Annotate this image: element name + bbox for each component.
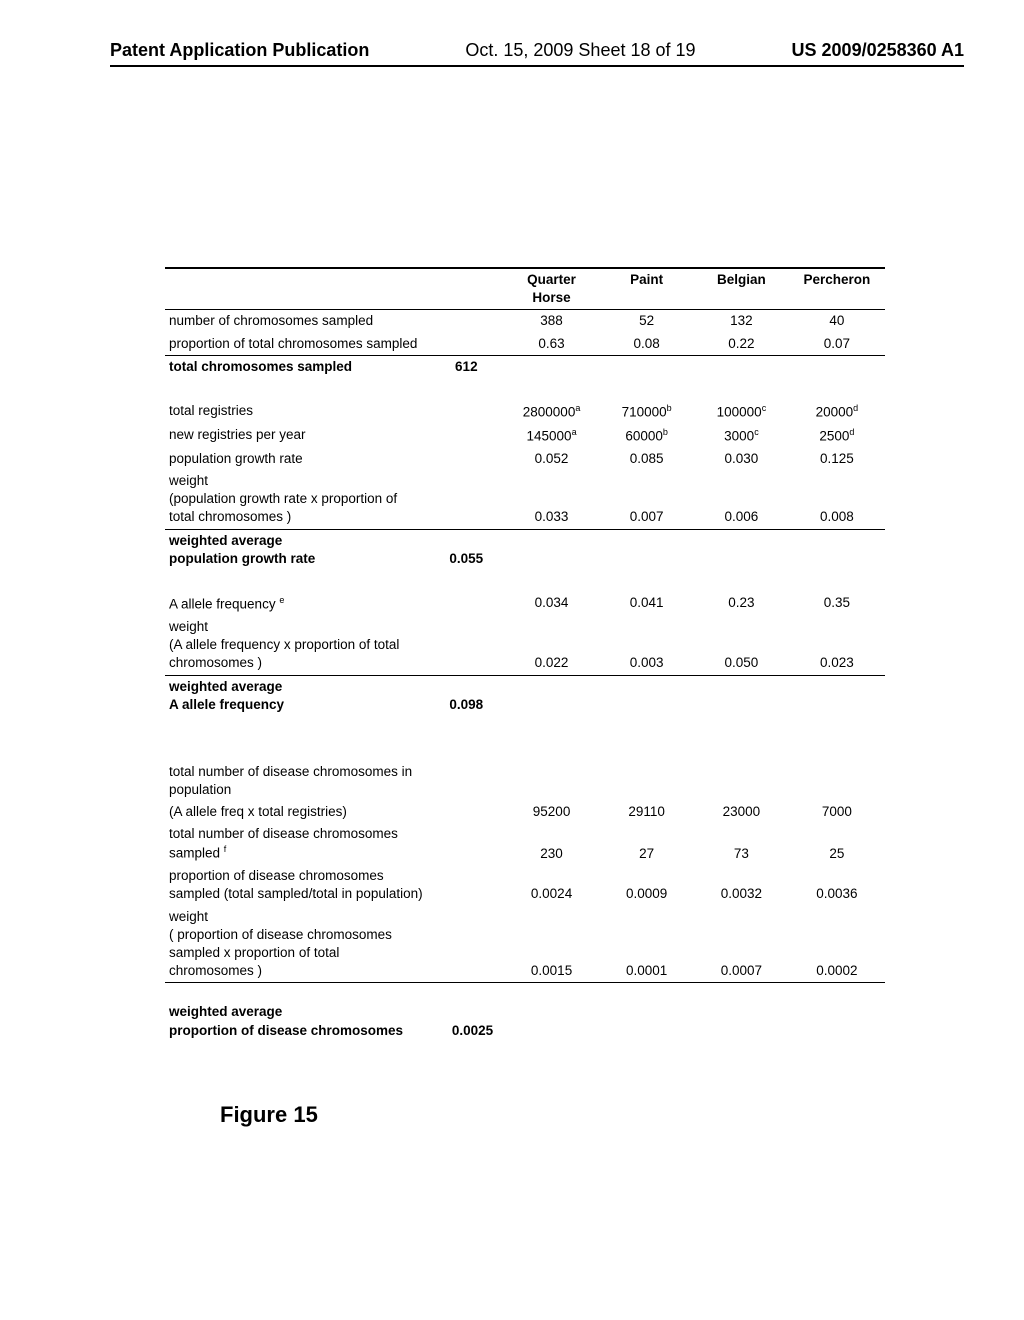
summary-table: weighted averageproportion of disease ch… bbox=[165, 1001, 885, 1041]
row-label: new registries per year bbox=[165, 424, 429, 448]
table-row: weighted averagepopulation growth rate 0… bbox=[165, 529, 885, 570]
row-label: A allele frequency e bbox=[165, 592, 429, 616]
table-row: (A allele freq x total registries) 95200… bbox=[165, 801, 885, 823]
row-label: total registries bbox=[165, 400, 429, 424]
data-table: Quarter Horse Paint Belgian Percheron nu… bbox=[165, 267, 885, 983]
row-label: total number of disease chromosomes samp… bbox=[165, 823, 429, 865]
row-label: total number of disease chromosomes in p… bbox=[165, 761, 429, 801]
row-label: weighted averageproportion of disease ch… bbox=[165, 1001, 434, 1041]
spacer-row bbox=[165, 716, 885, 738]
table-row: weight(A allele frequency x proportion o… bbox=[165, 616, 885, 675]
row-label: number of chromosomes sampled bbox=[165, 310, 429, 333]
col-belgian: Belgian bbox=[694, 268, 789, 310]
table-row: total registries 2800000a 710000b 100000… bbox=[165, 400, 885, 424]
header-mid: Oct. 15, 2009 Sheet 18 of 19 bbox=[465, 40, 695, 61]
row-label: proportion of disease chromosomes sample… bbox=[165, 865, 429, 905]
row-label: (A allele freq x total registries) bbox=[165, 801, 429, 823]
table-row: weight( proportion of disease chromosome… bbox=[165, 906, 885, 983]
row-label: weight( proportion of disease chromosome… bbox=[165, 906, 429, 983]
row-label: weighted averageA allele frequency bbox=[165, 675, 429, 716]
row-label: weighted averagepopulation growth rate bbox=[165, 529, 429, 570]
table-row: A allele frequency e 0.034 0.041 0.23 0.… bbox=[165, 592, 885, 616]
row-label: proportion of total chromosomes sampled bbox=[165, 333, 429, 356]
col-paint: Paint bbox=[599, 268, 694, 310]
figure-caption: Figure 15 bbox=[220, 1102, 964, 1128]
table-row: new registries per year 145000a 60000b 3… bbox=[165, 424, 885, 448]
table-row: weight(population growth rate x proporti… bbox=[165, 470, 885, 529]
col-quarter-horse: Quarter Horse bbox=[504, 268, 599, 310]
table-row: number of chromosomes sampled 388 52 132… bbox=[165, 310, 885, 333]
table-row: weighted averageproportion of disease ch… bbox=[165, 1001, 885, 1041]
table-row: proportion of disease chromosomes sample… bbox=[165, 865, 885, 905]
spacer-row bbox=[165, 378, 885, 400]
table-row: total number of disease chromosomes in p… bbox=[165, 761, 885, 801]
spacer-row bbox=[165, 570, 885, 592]
data-table-container: Quarter Horse Paint Belgian Percheron nu… bbox=[165, 267, 885, 1042]
table-row: total chromosomes sampled 612 bbox=[165, 355, 885, 378]
col-percheron: Percheron bbox=[789, 268, 885, 310]
table-row: proportion of total chromosomes sampled … bbox=[165, 333, 885, 356]
row-label: population growth rate bbox=[165, 448, 429, 470]
header-right: US 2009/0258360 A1 bbox=[792, 40, 964, 61]
row-label: total chromosomes sampled bbox=[165, 355, 429, 378]
row-label: weight(population growth rate x proporti… bbox=[165, 470, 429, 529]
spacer-row bbox=[165, 738, 885, 760]
header-left: Patent Application Publication bbox=[110, 40, 369, 61]
row-label: weight(A allele frequency x proportion o… bbox=[165, 616, 429, 675]
table-row: total number of disease chromosomes samp… bbox=[165, 823, 885, 865]
table-row: population growth rate 0.052 0.085 0.030… bbox=[165, 448, 885, 470]
page-header: Patent Application Publication Oct. 15, … bbox=[110, 40, 964, 67]
table-row: weighted averageA allele frequency 0.098 bbox=[165, 675, 885, 716]
col-blank bbox=[165, 268, 429, 310]
col-total bbox=[429, 268, 504, 310]
